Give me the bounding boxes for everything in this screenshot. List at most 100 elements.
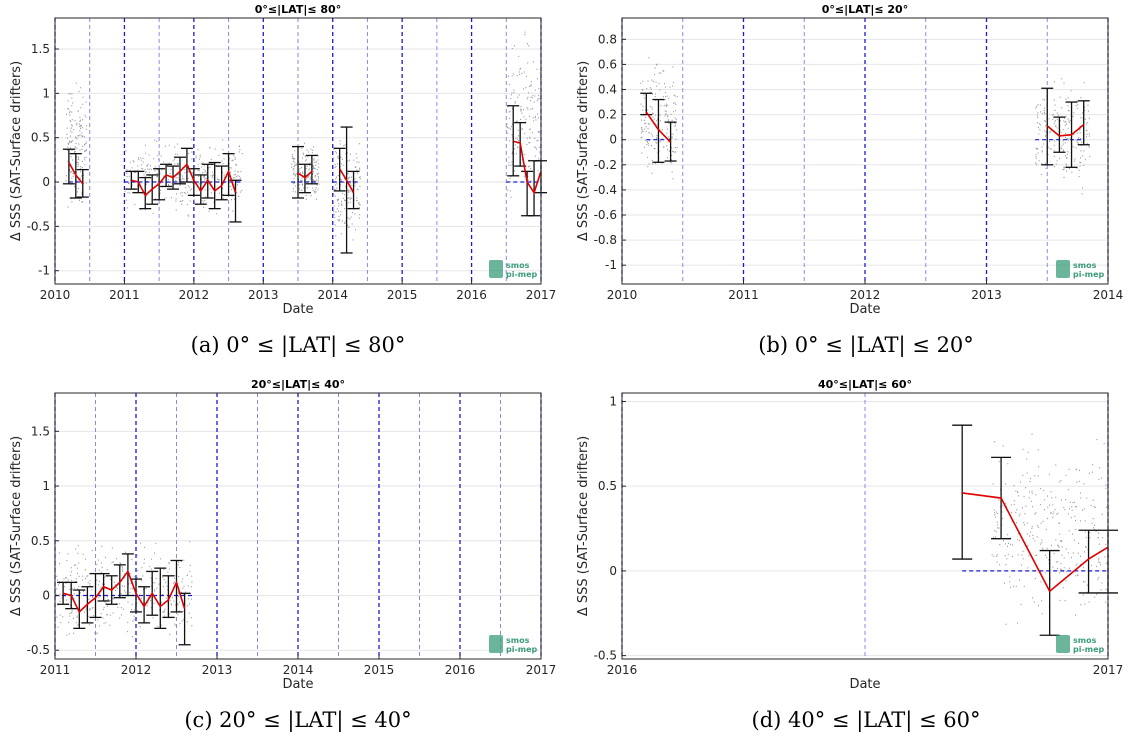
- scatter-point: [1042, 520, 1044, 522]
- scatter-point: [179, 566, 181, 568]
- scatter-point: [1068, 530, 1070, 532]
- scatter-point: [510, 97, 512, 100]
- scatter-point: [154, 198, 156, 200]
- scatter-point: [231, 195, 233, 197]
- scatter-point: [1008, 542, 1010, 545]
- scatter-point: [652, 80, 654, 83]
- scatter-point: [531, 97, 533, 99]
- scatter-point: [71, 588, 73, 590]
- scatter-point: [66, 133, 68, 136]
- scatter-point: [148, 171, 150, 173]
- scatter-point: [71, 125, 73, 127]
- scatter-point: [1061, 78, 1063, 80]
- scatter-point: [1061, 554, 1063, 556]
- scatter-point: [531, 131, 533, 134]
- mean-line: [68, 162, 84, 185]
- scatter-point: [336, 208, 338, 210]
- scatter-point: [293, 160, 295, 163]
- scatter-point: [533, 101, 535, 103]
- scatter-point: [1051, 544, 1053, 547]
- scatter-point: [1078, 542, 1080, 544]
- scatter-point: [103, 606, 105, 608]
- scatter-point: [1080, 117, 1082, 119]
- scatter-point: [1086, 584, 1088, 586]
- scatter-point: [663, 146, 665, 148]
- scatter-point: [126, 207, 128, 209]
- scatter-point: [133, 619, 135, 621]
- scatter-point: [106, 605, 108, 607]
- scatter-point: [66, 559, 68, 562]
- scatter-point: [141, 164, 143, 166]
- scatter-point: [190, 586, 192, 588]
- scatter-point: [521, 112, 523, 114]
- scatter-point: [1053, 149, 1055, 152]
- scatter-point: [132, 620, 134, 622]
- scatter-point: [130, 588, 132, 590]
- scatter-point: [77, 161, 79, 164]
- scatter-point: [668, 150, 670, 152]
- scatter-point: [1080, 138, 1082, 140]
- scatter-point: [73, 564, 75, 566]
- scatter-point: [520, 108, 522, 110]
- scatter-point: [146, 605, 148, 607]
- scatter-point: [1063, 166, 1065, 168]
- scatter-point: [104, 587, 106, 590]
- scatter-point: [347, 189, 349, 191]
- mean-line: [338, 168, 355, 194]
- scatter-point: [515, 137, 517, 140]
- scatter-point: [667, 119, 669, 121]
- scatter-point: [167, 178, 169, 181]
- scatter-point: [1087, 104, 1089, 106]
- scatter-point: [70, 574, 72, 576]
- scatter-point: [156, 140, 158, 142]
- scatter-point: [334, 216, 336, 219]
- scatter-point: [226, 164, 228, 166]
- scatter-point: [667, 141, 669, 143]
- scatter-point: [524, 31, 526, 33]
- scatter-point: [1069, 137, 1071, 139]
- scatter-point: [163, 586, 165, 588]
- scatter-point: [1046, 556, 1048, 559]
- scatter-point: [1086, 129, 1088, 132]
- scatter-point: [69, 114, 71, 116]
- scatter-point: [666, 157, 668, 159]
- axes-frame: [621, 392, 1109, 660]
- scatter-point: [340, 163, 342, 165]
- scatter-point: [140, 157, 142, 159]
- scatter-point: [177, 564, 179, 566]
- scatter-point: [178, 595, 180, 597]
- scatter-point: [148, 596, 150, 599]
- scatter-point: [146, 180, 148, 182]
- scatter-point: [1086, 133, 1088, 135]
- scatter-point: [203, 206, 205, 208]
- scatter-point: [349, 218, 351, 220]
- scatter-point: [163, 611, 165, 613]
- scatter-point: [70, 127, 72, 129]
- scatter-point: [223, 182, 225, 184]
- scatter-point: [317, 172, 319, 174]
- scatter-point: [170, 603, 172, 605]
- scatter-point: [333, 148, 335, 151]
- scatter-point: [156, 175, 158, 178]
- scatter-point: [74, 152, 76, 154]
- scatter-point: [1065, 121, 1067, 123]
- scatter-point: [1083, 508, 1085, 510]
- scatter-point: [79, 130, 81, 132]
- chart-title: 20°≤|LAT|≤ 40°: [251, 378, 345, 391]
- scatter-point: [1034, 540, 1036, 542]
- scatter-point: [1073, 146, 1075, 148]
- scatter-point: [218, 179, 220, 181]
- scatter-point: [204, 171, 206, 173]
- scatter-point: [306, 178, 308, 180]
- scatter-point: [339, 143, 341, 145]
- scatter-point: [1074, 614, 1076, 616]
- scatter-point: [106, 613, 108, 616]
- scatter-point: [1031, 490, 1033, 492]
- scatter-point: [996, 561, 998, 563]
- scatter-point: [359, 176, 361, 178]
- scatter-point: [337, 156, 339, 158]
- mean-line: [297, 170, 313, 179]
- scatter-point: [1086, 143, 1088, 145]
- scatter-point: [511, 151, 513, 153]
- scatter-point: [520, 67, 522, 70]
